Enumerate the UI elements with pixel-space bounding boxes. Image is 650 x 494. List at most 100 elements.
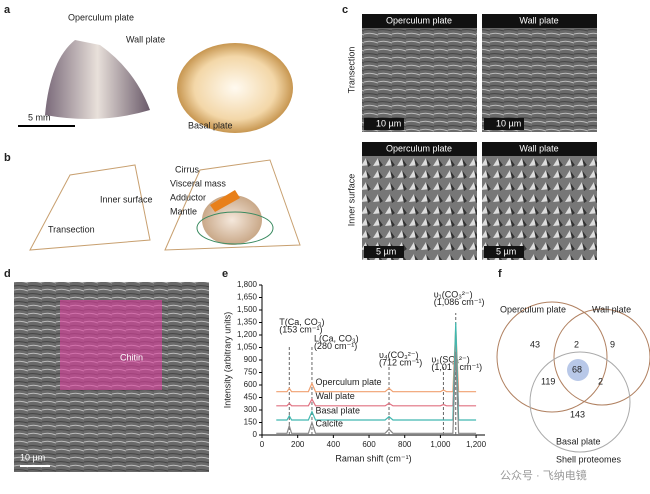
label: 5 mm [28, 112, 51, 122]
sem-image [482, 142, 597, 260]
panel-a: a Operculum plate Wall plate 5 mm Basal … [4, 4, 293, 133]
panel-f: f Operculum plate Wall plate Basal plate… [496, 268, 650, 464]
header-bg [362, 142, 477, 156]
count: 143 [570, 409, 585, 419]
x-tick-label: 800 [398, 440, 412, 449]
annotation: (280 cm⁻¹) [314, 341, 357, 351]
scale-label: 10 µm [376, 118, 401, 128]
y-tick-label: 900 [244, 355, 258, 364]
label: 10 µm [20, 452, 45, 462]
count: 2 [598, 376, 603, 386]
y-tick-label: 1,800 [237, 280, 258, 289]
y-tick-label: 1,050 [237, 343, 258, 352]
y-tick-label: 1,350 [237, 318, 258, 327]
panel-letter: d [4, 268, 11, 280]
panel-letter: b [4, 152, 11, 164]
x-axis-label: Raman shift (cm⁻¹) [335, 453, 411, 463]
series-label: Basal plate [316, 405, 361, 415]
panel-letter: c [342, 4, 348, 16]
venn-circle [529, 351, 631, 453]
label: Wall plate [126, 34, 165, 44]
series-label: Wall plate [316, 391, 355, 401]
x-tick-label: 1,200 [466, 440, 487, 449]
scale-bg [484, 246, 524, 258]
caption: Shell proteomes [556, 454, 622, 464]
row-label: Transection [346, 47, 356, 94]
y-tick-label: 1,500 [237, 305, 258, 314]
venn-circle [553, 308, 650, 406]
annotation: υ₁(CO₃²⁻) [434, 289, 473, 299]
image-header: Operculum plate [386, 15, 452, 25]
y-tick-label: 0 [253, 430, 258, 439]
series-label: Calcite [316, 419, 344, 429]
panel-letter: a [4, 4, 11, 16]
annotation: υ₁(SO₄²⁻) [431, 354, 469, 364]
sem-image [362, 142, 477, 260]
series-line [276, 351, 477, 434]
watermark: 公众号 · 飞纳电镜 [500, 468, 587, 482]
x-tick-label: 200 [291, 440, 305, 449]
scale-bg [364, 246, 404, 258]
y-tick-label: 750 [244, 368, 258, 377]
annotation: L(Ca, CO₃) [314, 334, 359, 344]
sem-image [482, 14, 597, 132]
annotation: T(Ca, CO₃) [279, 317, 324, 327]
y-tick-label: 300 [244, 405, 258, 414]
x-tick-label: 400 [327, 440, 341, 449]
scale-label: 5 µm [376, 246, 396, 256]
label: Transection [48, 224, 95, 234]
count: 2 [574, 339, 579, 349]
chitin-region [60, 300, 162, 390]
y-tick-label: 1,650 [237, 293, 258, 302]
label: Basal plate [188, 120, 233, 130]
scale-label: 10 µm [496, 118, 521, 128]
count: 9 [610, 339, 615, 349]
core [567, 359, 589, 381]
panel-d: d Chitin 10 µm [4, 268, 209, 472]
set-label: Basal plate [556, 436, 601, 446]
header-bg [482, 14, 597, 28]
label: Mantle [170, 206, 197, 216]
series-label: Operculum plate [316, 377, 382, 387]
y-tick-label: 1,200 [237, 330, 258, 339]
image-header: Wall plate [519, 15, 558, 25]
count: 43 [530, 339, 540, 349]
count: 119 [541, 376, 555, 386]
header-bg [482, 142, 597, 156]
label: Operculum plate [68, 12, 134, 22]
x-tick-label: 600 [362, 440, 376, 449]
header-bg [362, 14, 477, 28]
scale-bg [484, 118, 524, 130]
panel-b: b Inner surface Transection Cirrus Visce… [4, 152, 301, 251]
row-label: Inner surface [346, 174, 356, 227]
image-header: Operculum plate [386, 143, 452, 153]
set-label: Operculum plate [500, 304, 566, 314]
label: Visceral mass [170, 178, 226, 188]
scale-bg [364, 118, 404, 130]
mantle [196, 211, 274, 245]
label: Adductor [170, 192, 206, 202]
visceral [202, 195, 262, 245]
label: Inner surface [100, 194, 153, 204]
y-axis-label: Intensity (arbitrary units) [222, 312, 232, 409]
shell-photo [45, 40, 150, 119]
adductor [210, 190, 240, 212]
y-tick-label: 150 [244, 418, 258, 427]
x-tick-label: 1,000 [430, 440, 451, 449]
scale-label: 5 µm [496, 246, 516, 256]
series-line [276, 322, 477, 421]
diagram [164, 159, 301, 251]
count: 68 [572, 364, 582, 374]
sem-image [362, 14, 477, 132]
label: Chitin [120, 352, 143, 362]
x-tick-label: 0 [260, 440, 265, 449]
panel-letter: f [498, 268, 502, 280]
annotation: (153 cm⁻¹) [279, 324, 322, 334]
annotation: υ₄(CO₃²⁻) [379, 350, 419, 360]
annotation: (1,086 cm⁻¹) [434, 297, 485, 307]
venn-circle [496, 301, 608, 413]
diagram [29, 164, 151, 251]
label: Cirrus [175, 164, 199, 174]
panel-c: c Transection Inner surface Operculum pl… [342, 4, 597, 260]
